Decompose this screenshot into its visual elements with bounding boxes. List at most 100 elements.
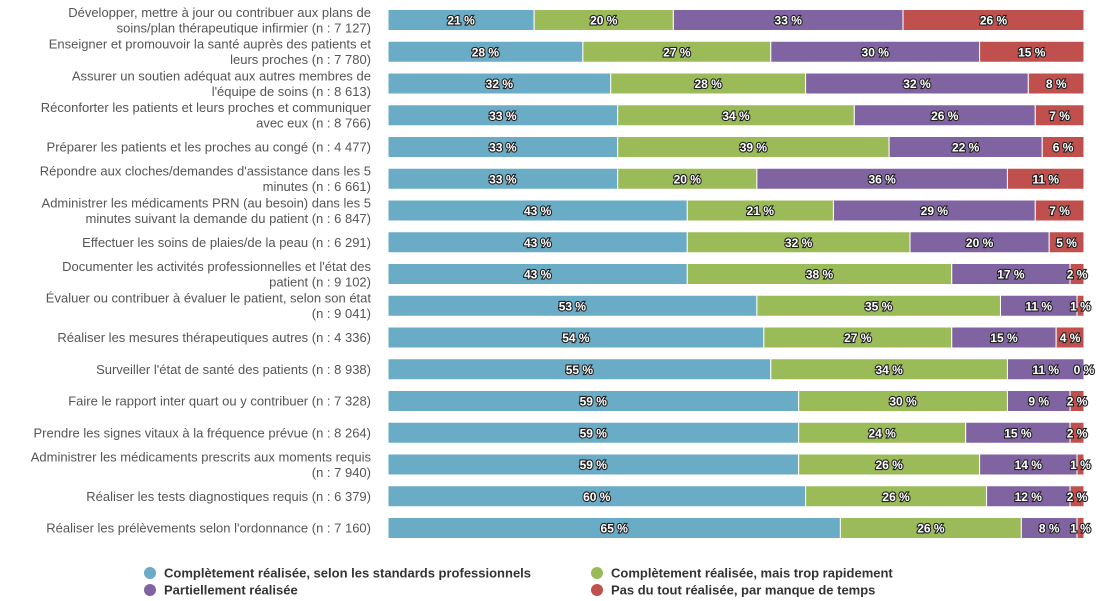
- bar-value-label: 38 %: [806, 268, 834, 282]
- bar-value-label: 33 %: [489, 109, 517, 123]
- bar-value-label: 2 %: [1067, 490, 1088, 504]
- category-label: Administrer les médicaments prescrits au…: [31, 449, 372, 480]
- legend-marker: [591, 584, 603, 596]
- bar-value-label: 33 %: [489, 141, 517, 155]
- category-label: Répondre aux cloches/demandes d'assistan…: [40, 164, 371, 195]
- bar-value-label: 27 %: [663, 45, 691, 59]
- category-label: Administrer les médicaments PRN (au beso…: [42, 195, 371, 226]
- bar-value-label: 1 %: [1070, 522, 1091, 536]
- bar-value-label: 17 %: [997, 268, 1025, 282]
- category-label: Effectuer les soins de plaies/de la peau…: [82, 235, 371, 250]
- bar-value-label: 11 %: [1032, 363, 1059, 377]
- bar-value-label: 29 %: [921, 204, 949, 218]
- bar-value-label: 2 %: [1067, 426, 1088, 440]
- bar-value-label: 55 %: [566, 363, 594, 377]
- bars: [387, 9, 1085, 539]
- bar-segment: [1069, 263, 1085, 285]
- legend-label: Complètement réalisée, selon les standar…: [164, 566, 531, 581]
- bar-value-label: 8 %: [1046, 77, 1067, 91]
- bar-value-label: 32 %: [903, 77, 931, 91]
- category-label: Réaliser les prélèvements selon l'ordonn…: [46, 521, 371, 536]
- bar-value-label: 33 %: [489, 172, 517, 186]
- bar-value-label: 26 %: [882, 490, 910, 504]
- bar-value-label: 0 %: [1074, 363, 1095, 377]
- bar-value-label: 60 %: [583, 490, 611, 504]
- bar-value-label: 2 %: [1067, 395, 1088, 409]
- bar-value-label: 26 %: [931, 109, 959, 123]
- category-label: Préparer les patients et les proches au …: [47, 140, 371, 155]
- bar-value-label: 7 %: [1049, 109, 1070, 123]
- bar-value-label: 20 %: [966, 236, 994, 250]
- bar-value-label: 26 %: [875, 458, 903, 472]
- bar-value-label: 8 %: [1039, 522, 1060, 536]
- category-label: Enseigner et promouvoir la santé auprès …: [49, 37, 372, 68]
- bar-segment: [1076, 517, 1085, 539]
- bar-value-label: 30 %: [889, 395, 917, 409]
- segment-value-labels: 21 % 20 % 33 % 26 % 28 % 27 % 30 % 15 % 32 % 28 %…: [446, 12, 1095, 536]
- bar-value-label: 12 %: [1015, 490, 1043, 504]
- bar-value-label: 9 %: [1028, 395, 1049, 409]
- bar-value-label: 65 %: [601, 522, 629, 536]
- bar-value-label: 24 %: [868, 426, 896, 440]
- bar-value-label: 39 %: [740, 141, 768, 155]
- bar-value-label: 59 %: [580, 458, 608, 472]
- bar-segment: [979, 40, 1085, 63]
- bar-value-label: 4 %: [1060, 331, 1081, 345]
- bar-value-label: 35 %: [865, 299, 893, 313]
- bar-value-label: 53 %: [559, 299, 587, 313]
- bar-value-label: 36 %: [868, 172, 896, 186]
- bar-segment: [1069, 421, 1085, 444]
- bar-segment: [1048, 231, 1085, 254]
- bar-segment: [1055, 326, 1085, 349]
- category-label: Documenter les activités professionnelle…: [62, 259, 371, 290]
- bar-value-label: 33 %: [775, 14, 803, 28]
- bar-value-label: 20 %: [590, 14, 618, 28]
- category-label: Prendre les signes vitaux à la fréquence…: [34, 425, 371, 440]
- bar-segment: [1034, 104, 1085, 127]
- legend-label: Complètement réalisée, mais trop rapidem…: [611, 566, 893, 581]
- category-label: Surveiller l'état de santé des patients …: [96, 362, 371, 377]
- bar-value-label: 20 %: [674, 172, 702, 186]
- bar-value-label: 5 %: [1056, 236, 1077, 250]
- legend-label: Pas du tout réalisée, par manque de temp…: [611, 583, 875, 598]
- bar-value-label: 34 %: [722, 109, 750, 123]
- bar-value-label: 30 %: [862, 45, 890, 59]
- bar-value-label: 32 %: [486, 77, 514, 91]
- bar-value-label: 26 %: [917, 522, 945, 536]
- bar-value-label: 59 %: [580, 395, 608, 409]
- bar-value-label: 11 %: [1032, 172, 1059, 186]
- bar-value-label: 2 %: [1067, 268, 1088, 282]
- bar-value-label: 28 %: [472, 45, 500, 59]
- legend: Complètement réalisée, selon les standar…: [144, 566, 893, 598]
- bar-segment: [1069, 485, 1085, 508]
- bar-value-label: 43 %: [524, 204, 552, 218]
- bar-value-label: 14 %: [1015, 458, 1043, 472]
- bar-value-label: 54 %: [562, 331, 590, 345]
- bar-value-label: 27 %: [844, 331, 872, 345]
- bar-value-label: 28 %: [694, 77, 722, 91]
- bar-value-label: 15 %: [990, 331, 1018, 345]
- bar-value-label: 26 %: [980, 14, 1008, 28]
- category-label: Réaliser les mesures thérapeutiques autr…: [57, 330, 371, 345]
- category-label: Réaliser les tests diagnostiques requis …: [86, 489, 371, 504]
- category-label: Développer, mettre à jour ou contribuer …: [68, 5, 371, 36]
- bar-value-label: 15 %: [1018, 45, 1046, 59]
- category-labels: Développer, mettre à jour ou contribuer …: [31, 5, 372, 536]
- bar-value-label: 32 %: [785, 236, 813, 250]
- bar-value-label: 7 %: [1049, 204, 1070, 218]
- legend-marker: [144, 567, 156, 579]
- bar-value-label: 6 %: [1053, 141, 1074, 155]
- legend-label: Partiellement réalisée: [164, 583, 298, 598]
- bar-segment: [1034, 199, 1085, 222]
- bar-value-label: 59 %: [580, 426, 608, 440]
- bar-value-label: 22 %: [952, 141, 980, 155]
- bar-value-label: 43 %: [524, 236, 552, 250]
- bar-value-label: 34 %: [875, 363, 903, 377]
- bar-value-label: 21 %: [747, 204, 775, 218]
- bar-value-label: 43 %: [524, 268, 552, 282]
- bar-segment: [902, 9, 1085, 31]
- legend-marker: [591, 567, 603, 579]
- category-label: Réconforter les patients et leurs proche…: [41, 100, 372, 131]
- bar-value-label: 1 %: [1070, 458, 1091, 472]
